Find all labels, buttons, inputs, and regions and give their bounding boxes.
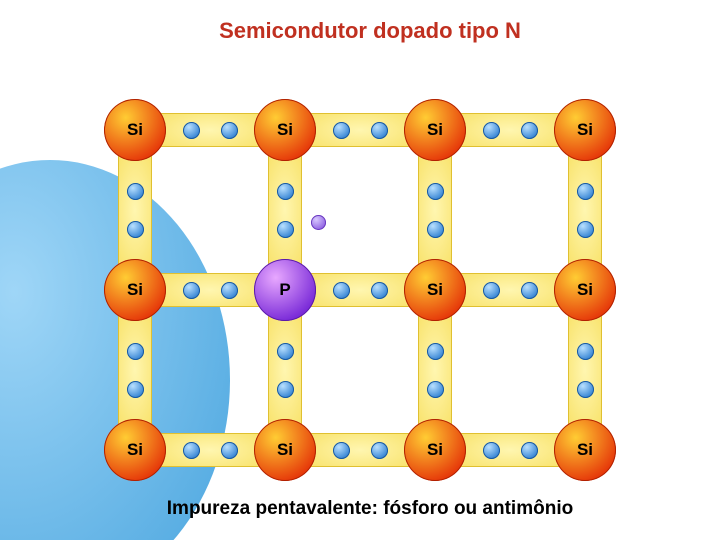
electron	[483, 442, 500, 459]
electron	[183, 282, 200, 299]
electron	[277, 381, 294, 398]
page-title: Semicondutor dopado tipo N	[180, 18, 560, 44]
electron	[483, 282, 500, 299]
electron	[183, 122, 200, 139]
atom-silicon: Si	[104, 419, 166, 481]
electron	[333, 442, 350, 459]
atom-label: Si	[427, 440, 443, 460]
electron	[521, 442, 538, 459]
atom-label: Si	[127, 120, 143, 140]
electron	[371, 282, 388, 299]
atom-label: Si	[127, 280, 143, 300]
atom-label: Si	[577, 120, 593, 140]
atom-silicon: Si	[404, 419, 466, 481]
electron	[333, 282, 350, 299]
atom-label: Si	[127, 440, 143, 460]
electron	[577, 221, 594, 238]
atom-silicon: Si	[404, 259, 466, 321]
atom-silicon: Si	[104, 99, 166, 161]
free-electron	[311, 215, 326, 230]
atom-label: Si	[277, 120, 293, 140]
background-blob	[0, 160, 230, 540]
electron	[183, 442, 200, 459]
electron	[333, 122, 350, 139]
atom-phosphorus: P	[254, 259, 316, 321]
electron	[221, 442, 238, 459]
atom-label: Si	[277, 440, 293, 460]
electron	[221, 282, 238, 299]
atom-label: Si	[427, 120, 443, 140]
atom-silicon: Si	[554, 99, 616, 161]
electron	[127, 221, 144, 238]
electron	[371, 122, 388, 139]
electron	[427, 221, 444, 238]
caption: Impureza pentavalente: fósforo ou antimô…	[135, 498, 605, 520]
atom-silicon: Si	[254, 99, 316, 161]
atom-label: Si	[427, 280, 443, 300]
electron	[577, 381, 594, 398]
electron	[277, 343, 294, 360]
electron	[577, 343, 594, 360]
diagram-stage: Semicondutor dopado tipo N Impureza penta…	[0, 0, 720, 540]
atom-label: Si	[577, 280, 593, 300]
electron	[127, 381, 144, 398]
electron	[521, 122, 538, 139]
atom-silicon: Si	[104, 259, 166, 321]
electron	[127, 343, 144, 360]
electron	[371, 442, 388, 459]
electron	[577, 183, 594, 200]
electron	[427, 343, 444, 360]
electron	[277, 221, 294, 238]
atom-silicon: Si	[404, 99, 466, 161]
electron	[427, 381, 444, 398]
atom-label: Si	[577, 440, 593, 460]
electron	[277, 183, 294, 200]
electron	[127, 183, 144, 200]
electron	[221, 122, 238, 139]
atom-silicon: Si	[554, 259, 616, 321]
electron	[483, 122, 500, 139]
atom-silicon: Si	[254, 419, 316, 481]
electron	[521, 282, 538, 299]
atom-label: P	[279, 280, 290, 300]
atom-silicon: Si	[554, 419, 616, 481]
electron	[427, 183, 444, 200]
